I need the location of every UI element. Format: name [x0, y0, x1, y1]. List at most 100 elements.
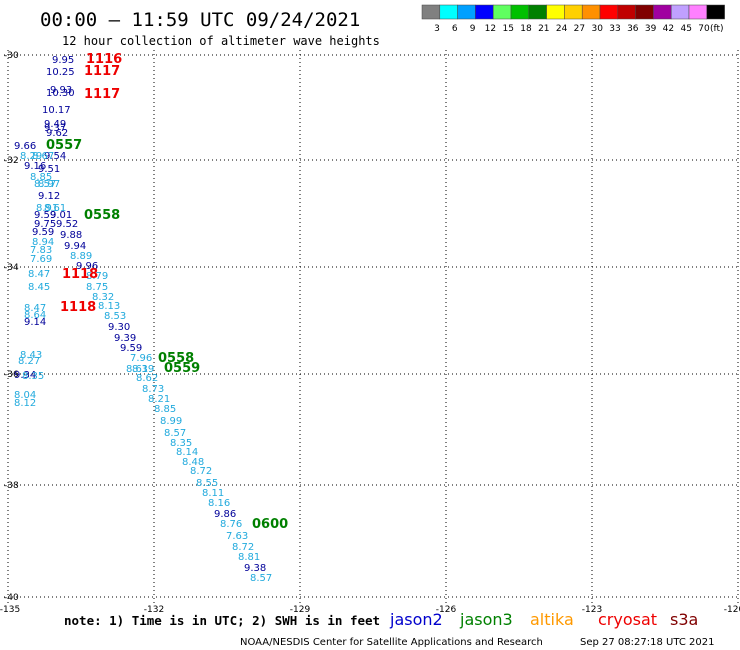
latitude-label: -30 — [4, 51, 19, 61]
wave-height-value: 8.97 — [38, 179, 60, 190]
legend-swatch — [653, 4, 672, 20]
wave-height-value: 9.88 — [60, 230, 82, 241]
wave-height-value: 8.75 — [86, 282, 108, 293]
legend-tick-label: 21 — [538, 24, 549, 34]
wave-height-value: 8.47 — [28, 269, 50, 280]
wave-height-value: 8.85 — [154, 404, 176, 415]
wave-height-value: 8.35 — [22, 371, 44, 382]
wave-height-value: 9.59 — [120, 343, 142, 354]
wave-height-value: 8.79 — [86, 271, 108, 282]
wave-height-value: 7.69 — [30, 254, 52, 265]
legend-tick-label: 6 — [452, 24, 458, 34]
wave-height-value: 8.14 — [176, 447, 198, 458]
legend-tick-label: 9 — [470, 24, 476, 34]
legend-tick-label: 3 — [434, 24, 440, 34]
latitude-label: -36 — [4, 370, 19, 380]
pass-time-label: 0557 — [46, 138, 82, 153]
satellite-name: s3a — [670, 610, 698, 629]
legend-tick-label: 18 — [520, 24, 532, 34]
wave-height-value: 8.61 — [44, 203, 66, 214]
legend-swatch — [510, 4, 530, 20]
wave-height-value: 8.53 — [104, 311, 126, 322]
wave-height-value: 8.12 — [14, 398, 36, 409]
legend-tick-label: 30 — [591, 24, 603, 34]
wave-height-value: 9.54 — [44, 151, 66, 162]
wave-height-value: 8.16 — [208, 498, 230, 509]
wave-height-value: 8.11 — [202, 488, 224, 499]
latitude-label: -32 — [4, 156, 19, 166]
pass-time-label: 1117 — [84, 87, 120, 102]
legend-tick-label: 70 — [698, 24, 710, 34]
wave-height-value: 9.34 — [14, 370, 36, 381]
wave-height-value: 8.48 — [182, 457, 204, 468]
wave-height-labels: 9.9510.2510.309.9310.179.499.379.629.668… — [14, 55, 272, 584]
wave-height-value: 9.52 — [56, 219, 78, 230]
page-subtitle: 12 hour collection of altimeter wave hei… — [62, 34, 380, 48]
wave-height-value: 8.62 — [136, 373, 158, 384]
wave-height-value: 9.75 — [34, 219, 56, 230]
wave-height-value: 8.57 — [164, 428, 186, 439]
wave-height-value: 8.21 — [148, 394, 170, 405]
legend-swatch — [528, 4, 547, 20]
longitude-label: -135 — [0, 605, 20, 615]
wave-height-value: 9.38 — [244, 563, 266, 574]
wave-height-value: 9.16 — [24, 161, 46, 172]
wave-height-value: 9.96 — [76, 261, 98, 272]
page-title: 00:00 – 11:59 UTC 09/24/2021 — [40, 9, 360, 31]
longitude-label: -129 — [290, 605, 311, 615]
satellite-legend: jason2 jason3 altika cryosat s3a — [389, 610, 698, 629]
footer-timestamp: Sep 27 08:27:18 UTC 2021 — [580, 637, 714, 648]
map-axis-labels: -135 -132 -129 -126 -123 -120 -30 -32 -34 -36 -38 -… — [0, 51, 740, 615]
longitude-label: -132 — [144, 605, 164, 615]
wave-height-value: 8.57 — [250, 573, 272, 584]
legend-tick-label: 45 — [680, 24, 691, 34]
wave-height-value: 8.73 — [142, 384, 164, 395]
wave-height-value: 9.95 — [52, 55, 74, 66]
wave-height-value: 8.13 — [98, 301, 120, 312]
wave-height-value: 9.93 — [50, 85, 72, 96]
legend-swatch — [688, 4, 708, 20]
wave-height-value: 9.12 — [38, 191, 60, 202]
footer-note: note: 1) Time is in UTC; 2) SWH is in fe… — [64, 613, 380, 628]
satellite-name: cryosat — [598, 610, 657, 629]
wave-height-value: 9.01 — [50, 210, 72, 221]
satellite-name: jason2 — [389, 610, 443, 629]
pass-time-label: 0558 — [158, 351, 194, 366]
wave-height-value: 8.91 — [36, 203, 58, 214]
legend-swatch — [617, 4, 636, 20]
longitude-label: -120 — [724, 605, 740, 615]
wave-height-value: 9.39 — [114, 333, 136, 344]
wave-height-value: 8.67 — [32, 151, 54, 162]
legend-swatch — [706, 4, 725, 20]
legend-swatch — [564, 4, 583, 20]
wave-height-value: 8.72 — [232, 542, 254, 553]
legend-swatch — [492, 4, 512, 20]
legend-swatch — [581, 4, 601, 20]
satellite-name: jason3 — [459, 610, 513, 629]
pass-time-label: 0559 — [164, 361, 200, 376]
wave-height-value: 8.45 — [28, 282, 50, 293]
latitude-label: -38 — [4, 481, 19, 491]
wave-height-value: 8.94 — [32, 237, 54, 248]
wave-height-value: 8.47 — [24, 303, 46, 314]
wave-height-value: 9.30 — [108, 322, 130, 333]
legend-swatch — [439, 4, 458, 20]
legend-swatch — [421, 4, 441, 20]
wave-height-value: 9.51 — [38, 164, 60, 175]
legend-tick-label: 15 — [502, 24, 513, 34]
legend-tick-label: 39 — [645, 24, 657, 34]
wave-height-value: 9.86 — [214, 509, 236, 520]
wave-height-value: 9.49 — [44, 119, 66, 130]
wave-height-value: 8.85 — [30, 172, 52, 183]
wave-height-value: 7.63 — [226, 531, 248, 542]
legend-swatch — [635, 4, 654, 20]
map-grid — [4, 50, 740, 604]
legend-swatch — [457, 4, 476, 20]
wave-height-value: 10.17 — [42, 105, 71, 116]
wave-height-value: 8.43 — [20, 350, 42, 361]
wave-height-value: 7.96 — [130, 353, 152, 364]
pass-time-label: 1117 — [84, 64, 120, 79]
pass-time-label: 1118 — [62, 267, 98, 282]
